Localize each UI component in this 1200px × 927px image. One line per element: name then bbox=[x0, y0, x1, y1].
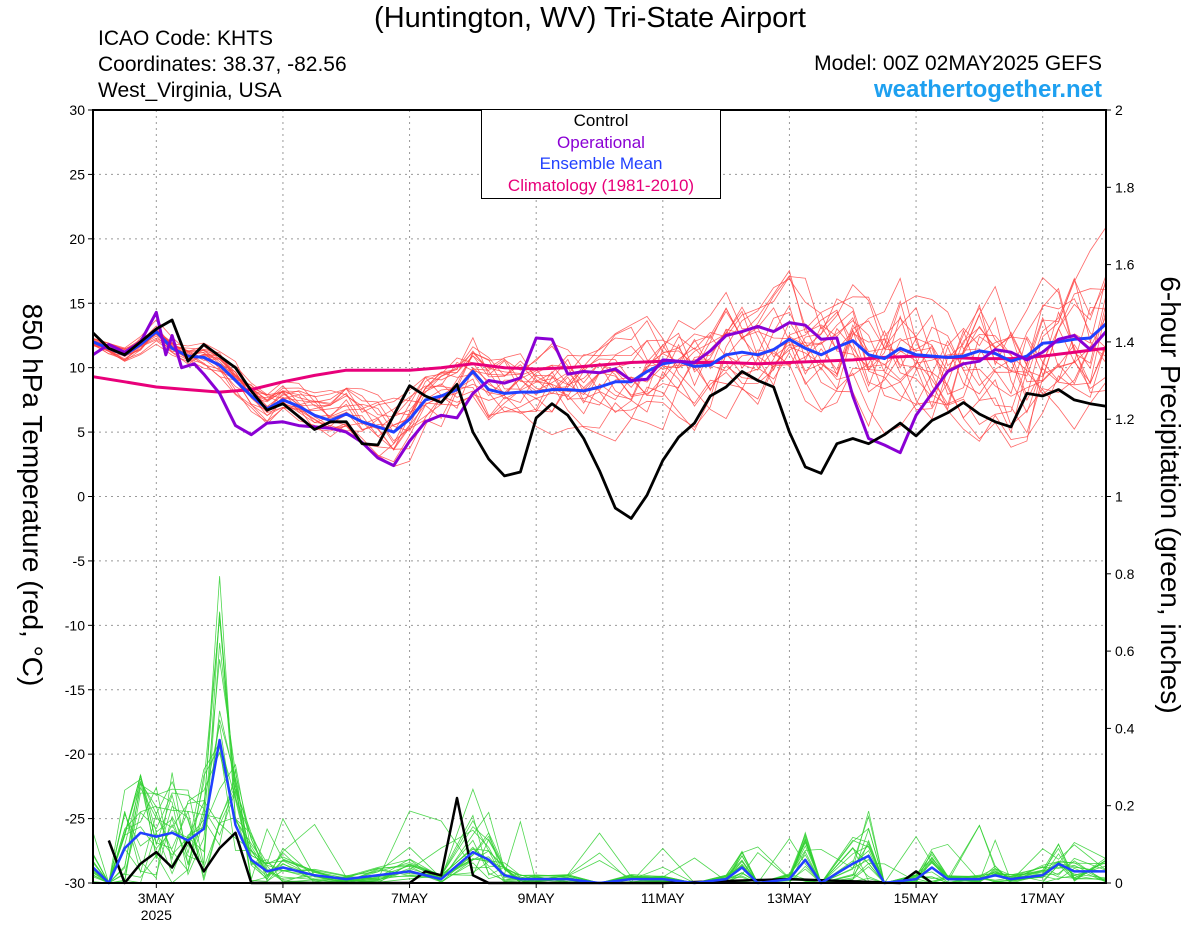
ensemble-member-temp-line bbox=[92, 306, 1107, 422]
x-tick-label: 15MAY bbox=[894, 890, 940, 906]
y-tick-label-right: 0.8 bbox=[1115, 566, 1135, 582]
x-tick-label: 17MAY bbox=[1020, 890, 1066, 906]
ensemble-member-precip-line bbox=[92, 710, 1107, 885]
site-link[interactable]: weathertogether.net bbox=[873, 76, 1102, 103]
operational-temp-line bbox=[92, 310, 1108, 468]
legend-climatology: Climatology (1981-2010) bbox=[507, 175, 695, 195]
ensemble-member-precip-line bbox=[92, 659, 1107, 884]
model-run: Model: 00Z 02MAY2025 GEFS bbox=[814, 52, 1102, 75]
y-tick-label-right: 1.2 bbox=[1115, 411, 1135, 427]
y-tick-label-left: -10 bbox=[65, 617, 85, 633]
y-tick-label-left: -25 bbox=[65, 811, 85, 827]
x-tick-label: 11MAY bbox=[641, 890, 685, 906]
ensemble-mean-temp-line bbox=[92, 322, 1107, 434]
x-tick-label: 5MAY bbox=[264, 890, 302, 906]
ensemble-member-temp-line bbox=[92, 307, 1107, 431]
y-tick-label-right: 1.8 bbox=[1115, 179, 1135, 195]
ensemble-member-temp-line bbox=[92, 278, 1107, 423]
legend-control: Control bbox=[573, 111, 629, 130]
y-tick-label-left: 25 bbox=[69, 166, 85, 182]
y-tick-label-left: 0 bbox=[77, 489, 85, 505]
y-tick-label-right: 1.4 bbox=[1115, 334, 1135, 350]
y-tick-label-left: -20 bbox=[65, 746, 85, 762]
ensemble-member-temp-line bbox=[92, 276, 1107, 451]
ensemble-member-temp-line bbox=[92, 296, 1107, 442]
y-tick-label-left: 15 bbox=[69, 295, 85, 311]
x-tick-label: 9MAY bbox=[518, 890, 556, 906]
ensemble-member-precip-line bbox=[92, 769, 1107, 884]
y-tick-label-right: 1 bbox=[1115, 489, 1123, 505]
ensemble-mean-precip-line bbox=[92, 738, 1106, 885]
ensemble-member-temp-line bbox=[92, 275, 1107, 467]
chart-title: (Huntington, WV) Tri-State Airport bbox=[374, 2, 806, 34]
y-tick-label-left: -30 bbox=[65, 875, 85, 891]
x-tick-sublabel: 2025 bbox=[141, 907, 172, 923]
y-tick-label-right: 0 bbox=[1115, 875, 1123, 891]
y-tick-label-left: 30 bbox=[69, 102, 85, 118]
y-tick-label-left: 5 bbox=[77, 424, 85, 440]
x-tick-label: 7MAY bbox=[391, 890, 429, 906]
ensemble-member-temp-line bbox=[92, 291, 1107, 416]
legend-ensemble-mean: Ensemble Mean bbox=[539, 154, 663, 173]
y-tick-label-left: -15 bbox=[65, 682, 85, 698]
coordinates: Coordinates: 38.37, -82.56 bbox=[98, 53, 347, 76]
control-temp-line bbox=[92, 318, 1107, 520]
y-tick-label-right: 0.4 bbox=[1115, 720, 1135, 736]
x-tick-label: 13MAY bbox=[767, 890, 813, 906]
region: West_Virginia, USA bbox=[98, 79, 282, 102]
ensemble-member-precip-line bbox=[92, 719, 1107, 884]
y-tick-label-right: 0.2 bbox=[1115, 798, 1135, 814]
y-tick-label-right: 2 bbox=[1115, 102, 1123, 118]
x-tick-label: 3MAY bbox=[138, 890, 176, 906]
y-tick-label-right: 0.6 bbox=[1115, 643, 1135, 659]
y-tick-label-right: 1.6 bbox=[1115, 257, 1135, 273]
y-tick-label-left: 20 bbox=[69, 231, 85, 247]
legend: Control Operational Ensemble Mean Climat… bbox=[481, 109, 721, 199]
ensemble-member-temp-line bbox=[92, 278, 1107, 458]
legend-operational: Operational bbox=[557, 132, 645, 152]
y-tick-label-left: 10 bbox=[69, 360, 85, 376]
icao-code: ICAO Code: KHTS bbox=[98, 27, 274, 50]
y-tick-label-left: -5 bbox=[73, 553, 86, 569]
